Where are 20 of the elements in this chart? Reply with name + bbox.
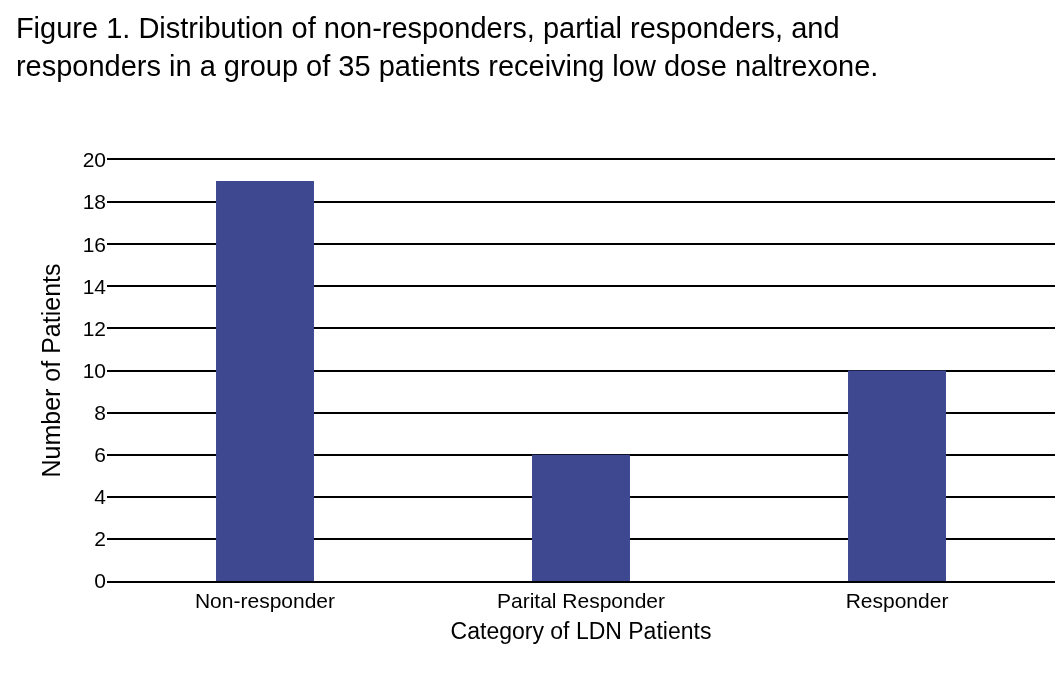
y-tick-label: 10: [82, 358, 106, 382]
y-axis-title: Number of Patients: [37, 263, 66, 478]
y-tick-label: 12: [82, 316, 106, 340]
y-tick-label: 4: [94, 485, 107, 509]
bar: [848, 370, 946, 581]
x-tick-label: Responder: [845, 589, 949, 613]
y-tick-label: 18: [82, 190, 106, 214]
y-tick-label: 14: [82, 274, 107, 298]
y-tick-label: 8: [94, 400, 106, 424]
y-tick-label: 2: [94, 527, 106, 551]
bar: [532, 454, 630, 581]
chart-title: Figure 1. Distribution of non-responders, partial responders, and responders in a group of 35 patients receiving low dose naltrexone.: [15, 11, 879, 82]
x-tick-label: Parital Responder: [496, 589, 666, 613]
y-tick-label: 16: [82, 232, 106, 256]
y-tick-label: 6: [94, 443, 106, 467]
bar: [216, 181, 314, 581]
x-tick-label: Non-responder: [194, 589, 336, 613]
y-tick-label: 20: [82, 148, 106, 172]
x-axis-title: Category of LDN Patients: [450, 618, 712, 645]
y-tick-label: 0: [94, 569, 106, 593]
